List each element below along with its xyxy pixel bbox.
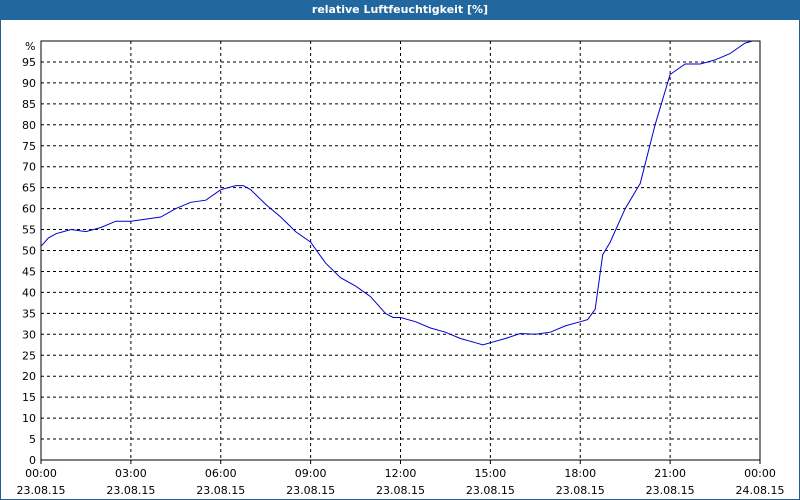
y-tick-label: 95 <box>22 56 36 69</box>
y-tick-label: 50 <box>22 245 36 258</box>
y-tick-label: 45 <box>22 265 36 278</box>
x-tick-date-label: 24.08.15 <box>736 484 785 497</box>
x-tick-time-label: 21:00 <box>654 467 686 480</box>
y-tick-label: 80 <box>22 119 36 132</box>
y-tick-label: 15 <box>22 391 36 404</box>
y-tick-label: 30 <box>22 328 36 341</box>
x-tick-time-label: 12:00 <box>385 467 417 480</box>
x-tick-time-label: 03:00 <box>115 467 147 480</box>
x-tick-time-label: 18:00 <box>564 467 596 480</box>
x-tick-time-label: 00:00 <box>744 467 776 480</box>
y-tick-label: 0 <box>29 454 36 467</box>
y-tick-label: 60 <box>22 203 36 216</box>
x-tick-time-label: 06:00 <box>205 467 237 480</box>
y-tick-label: 5 <box>29 433 36 446</box>
y-tick-label: 25 <box>22 349 36 362</box>
y-tick-label: 85 <box>22 98 36 111</box>
y-tick-label: 10 <box>22 412 36 425</box>
x-tick-date-label: 23.08.15 <box>556 484 605 497</box>
y-tick-label: 40 <box>22 286 36 299</box>
x-tick-date-label: 23.08.15 <box>646 484 695 497</box>
y-tick-label: 90 <box>22 77 36 90</box>
y-tick-label: 20 <box>22 370 36 383</box>
x-tick-time-label: 00:00 <box>25 467 57 480</box>
chart-title: relative Luftfeuchtigkeit [%] <box>0 0 800 20</box>
x-tick-time-label: 15:00 <box>475 467 507 480</box>
humidity-series-line <box>40 40 753 346</box>
x-tick-date-label: 23.08.15 <box>466 484 515 497</box>
x-tick-date-label: 23.08.15 <box>196 484 245 497</box>
y-tick-label: 35 <box>22 307 36 320</box>
y-unit-label: % <box>25 40 35 53</box>
y-tick-label: 55 <box>22 224 36 237</box>
x-tick-date-label: 23.08.15 <box>286 484 335 497</box>
x-tick-time-label: 09:00 <box>295 467 327 480</box>
y-tick-label: 75 <box>22 140 36 153</box>
y-tick-label: 65 <box>22 182 36 195</box>
y-tick-label: 70 <box>22 161 36 174</box>
x-tick-date-label: 23.08.15 <box>376 484 425 497</box>
x-tick-date-label: 23.08.15 <box>17 484 66 497</box>
x-tick-date-label: 23.08.15 <box>106 484 155 497</box>
